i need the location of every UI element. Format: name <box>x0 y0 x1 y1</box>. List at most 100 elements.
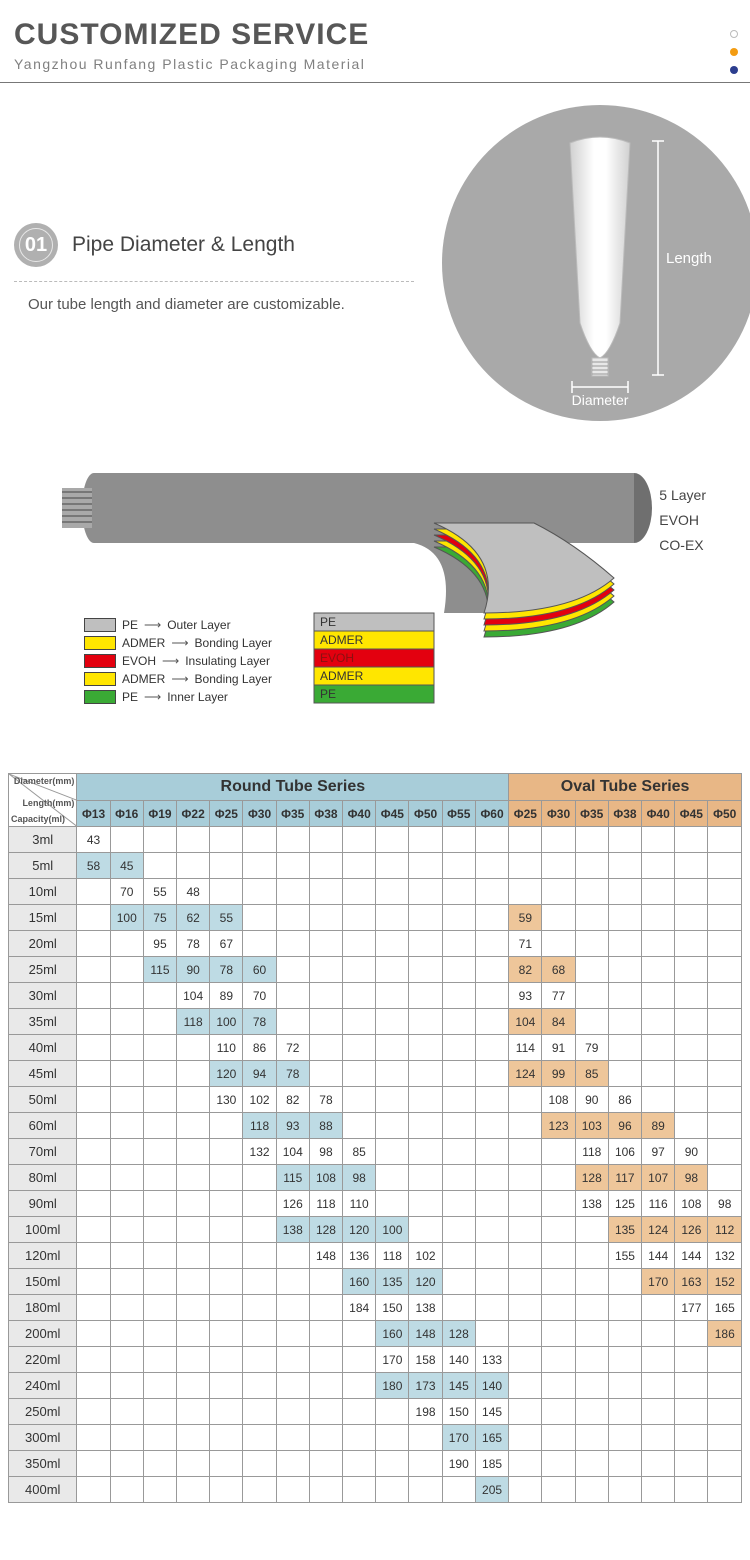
capacity-cell: 10ml <box>9 879 77 905</box>
oval-cell <box>608 1399 641 1425</box>
round-cell <box>475 1087 508 1113</box>
round-cell <box>110 1321 143 1347</box>
oval-cell <box>608 1269 641 1295</box>
round-cell <box>177 1191 210 1217</box>
swatch-icon <box>84 636 116 650</box>
round-cell: 136 <box>343 1243 376 1269</box>
oval-cell <box>575 1477 608 1503</box>
capacity-cell: 30ml <box>9 983 77 1009</box>
round-cell <box>143 827 176 853</box>
page-subtitle: Yangzhou Runfang Plastic Packaging Mater… <box>14 56 736 72</box>
oval-cell <box>708 1347 742 1373</box>
capacity-cell: 5ml <box>9 853 77 879</box>
oval-cell: 106 <box>608 1139 641 1165</box>
round-cell: 86 <box>243 1035 276 1061</box>
round-cell <box>409 905 442 931</box>
round-cell <box>77 1269 110 1295</box>
round-cell <box>110 1191 143 1217</box>
round-cell: 190 <box>442 1451 475 1477</box>
round-cell <box>409 879 442 905</box>
round-cell <box>475 1009 508 1035</box>
table-row: 70ml13210498851181069790 <box>9 1139 742 1165</box>
oval-cell <box>608 853 641 879</box>
round-cell <box>442 1269 475 1295</box>
oval-cell: 91 <box>542 1035 575 1061</box>
dot-icon <box>730 30 738 38</box>
round-cell <box>243 1399 276 1425</box>
oval-cell: 132 <box>708 1243 742 1269</box>
round-cell <box>210 1347 243 1373</box>
oval-cell <box>575 1321 608 1347</box>
dia-header-oval: Φ45 <box>675 801 708 827</box>
round-cell <box>442 1139 475 1165</box>
round-cell <box>110 983 143 1009</box>
capacity-cell: 20ml <box>9 931 77 957</box>
round-cell: 88 <box>309 1113 342 1139</box>
round-cell <box>243 853 276 879</box>
svg-text:ADMER: ADMER <box>320 633 364 647</box>
oval-cell: 85 <box>575 1061 608 1087</box>
round-cell <box>475 905 508 931</box>
round-cell: 160 <box>343 1269 376 1295</box>
round-cell <box>276 931 309 957</box>
table-row: 300ml170165 <box>9 1425 742 1451</box>
round-cell <box>77 1009 110 1035</box>
capacity-cell: 220ml <box>9 1347 77 1373</box>
round-cell <box>77 1347 110 1373</box>
capacity-cell: 40ml <box>9 1035 77 1061</box>
svg-text:PE: PE <box>320 687 336 701</box>
round-cell <box>243 879 276 905</box>
oval-cell <box>642 1087 675 1113</box>
round-cell <box>442 1009 475 1035</box>
oval-cell <box>608 1347 641 1373</box>
round-cell <box>475 957 508 983</box>
round-cell <box>143 1087 176 1113</box>
round-cell: 78 <box>243 1009 276 1035</box>
round-cell <box>409 1451 442 1477</box>
dia-header-round: Φ25 <box>210 801 243 827</box>
oval-cell <box>675 1321 708 1347</box>
oval-cell <box>509 1451 542 1477</box>
round-cell <box>210 1165 243 1191</box>
oval-cell <box>608 1425 641 1451</box>
round-cell <box>243 1243 276 1269</box>
oval-cell: 84 <box>542 1009 575 1035</box>
round-cell <box>442 931 475 957</box>
round-cell <box>276 879 309 905</box>
section-title: Pipe Diameter & Length <box>72 233 295 257</box>
oval-cell <box>675 853 708 879</box>
round-cell <box>143 1061 176 1087</box>
round-cell <box>442 1477 475 1503</box>
swatch-icon <box>84 690 116 704</box>
capacity-cell: 240ml <box>9 1373 77 1399</box>
oval-cell <box>708 1061 742 1087</box>
oval-cell <box>675 1087 708 1113</box>
capacity-cell: 60ml <box>9 1113 77 1139</box>
round-cell <box>143 1139 176 1165</box>
legend-row: ADMER ⟶ Bonding Layer <box>84 672 272 686</box>
oval-cell <box>575 1399 608 1425</box>
round-cell <box>309 957 342 983</box>
oval-cell <box>509 1217 542 1243</box>
round-cell: 198 <box>409 1399 442 1425</box>
round-cell <box>343 1451 376 1477</box>
capacity-cell: 90ml <box>9 1191 77 1217</box>
round-cell <box>309 983 342 1009</box>
round-cell <box>376 1087 409 1113</box>
round-cell <box>309 1399 342 1425</box>
round-cell: 85 <box>343 1139 376 1165</box>
oval-cell: 79 <box>575 1035 608 1061</box>
round-cell: 48 <box>177 879 210 905</box>
oval-cell <box>509 1347 542 1373</box>
oval-cell: 117 <box>608 1165 641 1191</box>
round-cell: 148 <box>309 1243 342 1269</box>
table-row: 35ml1181007810484 <box>9 1009 742 1035</box>
oval-cell <box>608 1295 641 1321</box>
dia-header-oval: Φ30 <box>542 801 575 827</box>
round-cell: 104 <box>276 1139 309 1165</box>
oval-cell: 155 <box>608 1243 641 1269</box>
round-cell <box>110 1347 143 1373</box>
oval-cell: 144 <box>675 1243 708 1269</box>
round-cell <box>309 1269 342 1295</box>
round-cell: 72 <box>276 1035 309 1061</box>
